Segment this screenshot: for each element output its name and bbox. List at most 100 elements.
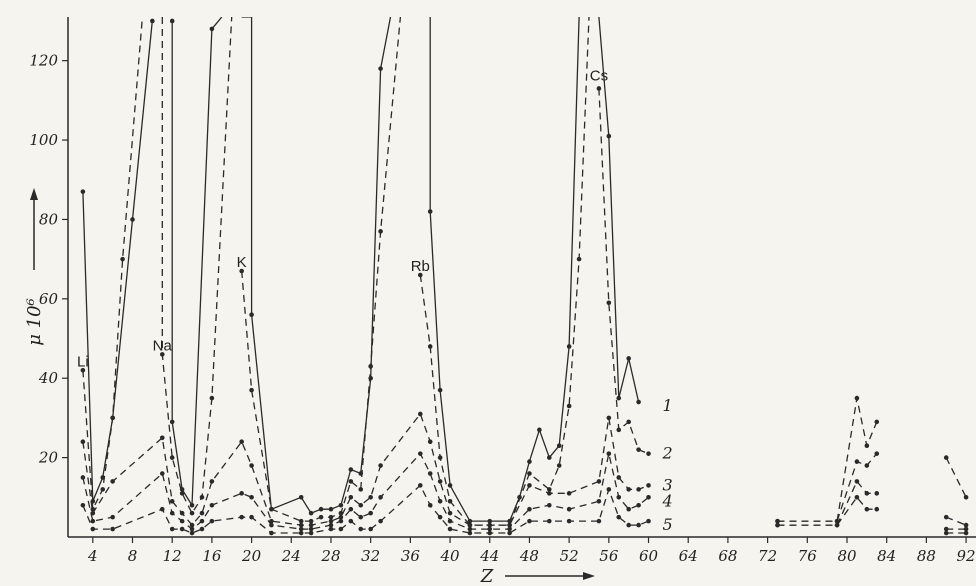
data-point: [348, 518, 354, 524]
series-5: [80, 483, 969, 536]
data-point: [943, 455, 949, 460]
data-point: [546, 502, 552, 508]
data-point: [576, 256, 582, 262]
data-point: [298, 526, 304, 532]
data-point: [239, 439, 244, 445]
data-point: [80, 502, 86, 508]
data-point: [546, 491, 552, 496]
data-point: [80, 189, 86, 194]
data-point: [646, 483, 651, 488]
data-point: [527, 518, 532, 524]
data-point: [318, 514, 324, 520]
data-point: [646, 451, 651, 456]
data-point: [249, 312, 254, 318]
data-point: [636, 399, 641, 405]
data-point: [874, 491, 880, 496]
data-point: [328, 526, 334, 532]
series-line: [161, 17, 233, 515]
data-point: [467, 518, 473, 524]
data-point: [189, 502, 195, 508]
series-line: [429, 17, 580, 522]
data-point: [447, 518, 453, 524]
y-axis-title: μ 10⁶: [24, 298, 45, 346]
data-point: [328, 506, 334, 512]
data-point: [80, 475, 86, 480]
data-point: [636, 502, 641, 508]
data-point: [566, 491, 572, 496]
x-axis-title-group: Z: [480, 566, 595, 586]
data-point: [606, 300, 612, 306]
data-point: [864, 491, 870, 496]
x-tick-label: 64: [679, 547, 698, 565]
series-line: [777, 453, 878, 522]
x-tick-label: 36: [401, 547, 421, 565]
data-point: [368, 510, 373, 516]
data-point: [179, 518, 185, 524]
y-ticks: 20 40 60 80 100 120: [29, 52, 68, 467]
data-point: [864, 463, 870, 468]
series-line: [241, 17, 392, 515]
curve-labels: 1 2 34 5: [661, 396, 672, 534]
data-point: [169, 18, 175, 24]
data-point: [298, 495, 304, 500]
x-tick-label: 80: [837, 547, 857, 565]
data-point: [854, 395, 860, 401]
series-line: [945, 516, 967, 526]
data-point: [169, 510, 175, 516]
curve-number-label: 3: [662, 475, 672, 494]
element-label: Li: [77, 353, 89, 370]
data-point: [963, 526, 969, 532]
data-point: [169, 455, 175, 460]
data-point: [834, 522, 840, 528]
data-point: [616, 495, 622, 500]
x-tick-label: 8: [128, 547, 138, 565]
data-point: [427, 344, 433, 349]
data-point: [209, 395, 215, 401]
curve-number-label: 5: [662, 515, 672, 534]
data-point: [775, 522, 780, 528]
data-point: [854, 495, 860, 500]
element-label: K: [237, 254, 247, 271]
series-line: [82, 17, 144, 512]
data-point: [269, 522, 274, 528]
data-point: [348, 479, 354, 484]
data-point: [606, 415, 612, 421]
data-point: [427, 471, 433, 476]
data-point: [100, 487, 106, 492]
y-tick-label: 40: [38, 369, 59, 387]
data-point: [874, 419, 880, 425]
data-point: [537, 427, 542, 433]
data-point: [328, 522, 334, 528]
data-point: [239, 268, 244, 274]
axes: [67, 17, 976, 538]
x-tick-label: 52: [560, 547, 579, 565]
data-point: [130, 217, 135, 222]
data-point: [378, 518, 383, 524]
data-point: [378, 229, 383, 234]
x-tick-label: 44: [479, 547, 499, 565]
data-point: [447, 498, 453, 504]
x-tick-label: 68: [718, 547, 737, 565]
data-point: [646, 495, 651, 500]
data-point: [636, 447, 641, 452]
data-point: [249, 387, 254, 393]
data-point: [963, 495, 969, 500]
data-point: [943, 526, 949, 532]
x-axis-arrowhead-icon: [583, 572, 595, 580]
data-point: [358, 514, 364, 520]
data-point: [487, 526, 493, 532]
data-point: [566, 403, 572, 409]
data-point: [179, 526, 185, 532]
data-point: [467, 522, 473, 528]
data-point: [368, 526, 373, 532]
data-point: [318, 506, 324, 512]
data-point: [189, 530, 195, 536]
x-tick-label: 20: [241, 547, 262, 565]
x-tick-label: 24: [281, 547, 301, 565]
data-point: [467, 526, 473, 532]
data-point: [646, 518, 651, 524]
x-tick-label: 4: [87, 547, 98, 565]
series-line: [82, 20, 153, 502]
data-point: [566, 344, 572, 349]
data-point: [179, 510, 185, 516]
